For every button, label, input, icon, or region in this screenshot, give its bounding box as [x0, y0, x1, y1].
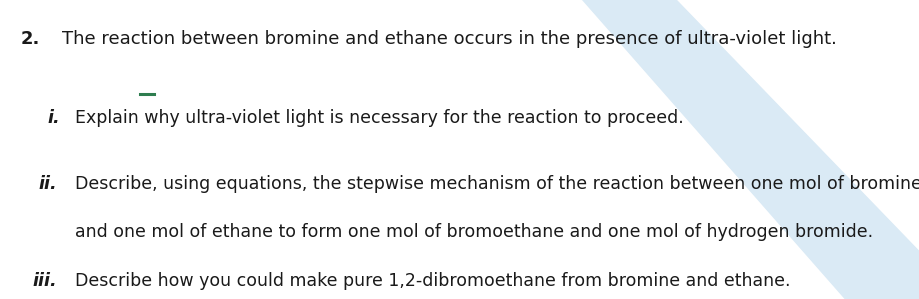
Text: Describe how you could make pure 1,2-dibromoethane from bromine and ethane.: Describe how you could make pure 1,2-dib… — [75, 272, 791, 290]
Text: Describe, using equations, the stepwise mechanism of the reaction between one mo: Describe, using equations, the stepwise … — [75, 175, 919, 193]
Text: 2.: 2. — [20, 30, 40, 48]
Text: and one mol of ethane to form one mol of bromoethane and one mol of hydrogen bro: and one mol of ethane to form one mol of… — [75, 223, 873, 241]
Text: Explain why ultra-violet light is necessary for the reaction to proceed.: Explain why ultra-violet light is necess… — [75, 109, 684, 127]
Text: iii.: iii. — [32, 272, 57, 290]
Text: ii.: ii. — [39, 175, 57, 193]
Text: The reaction between bromine and ethane occurs in the presence of ultra-violet l: The reaction between bromine and ethane … — [62, 30, 837, 48]
Text: i.: i. — [48, 109, 61, 127]
Polygon shape — [570, 0, 919, 299]
